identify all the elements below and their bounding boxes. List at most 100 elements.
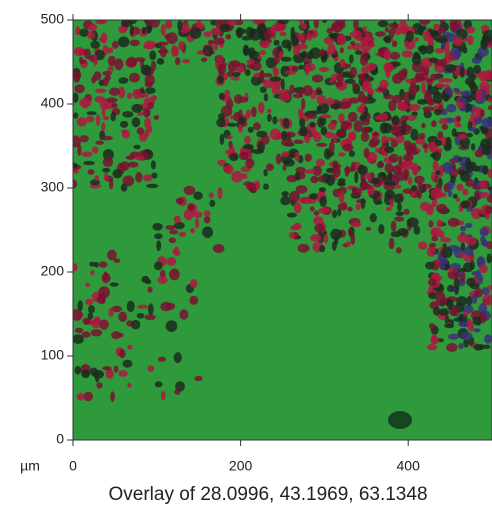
texture-blob bbox=[118, 37, 130, 48]
texture-blob bbox=[225, 150, 232, 154]
texture-blob bbox=[373, 131, 379, 137]
texture-blob bbox=[421, 82, 426, 93]
texture-blob bbox=[201, 57, 207, 62]
texture-blob bbox=[310, 206, 315, 211]
texture-blob bbox=[293, 45, 301, 55]
texture-blob bbox=[283, 118, 290, 129]
texture-blob bbox=[488, 97, 492, 102]
texture-blob bbox=[347, 122, 351, 127]
texture-blob bbox=[87, 111, 97, 115]
texture-blob bbox=[314, 18, 319, 29]
texture-blob bbox=[272, 116, 277, 124]
texture-blob bbox=[283, 164, 287, 171]
texture-blob bbox=[388, 100, 396, 111]
texture-blob bbox=[444, 324, 454, 329]
texture-blob bbox=[361, 198, 366, 209]
texture-blob bbox=[281, 191, 289, 197]
texture-blob bbox=[452, 308, 459, 317]
texture-blob bbox=[393, 28, 402, 35]
texture-blob bbox=[169, 269, 180, 281]
texture-blob bbox=[120, 161, 129, 171]
texture-blob bbox=[190, 228, 195, 233]
texture-blob bbox=[119, 349, 126, 358]
texture-blob bbox=[121, 129, 128, 133]
texture-blob bbox=[320, 49, 325, 57]
texture-blob bbox=[319, 67, 329, 72]
texture-blob bbox=[88, 24, 97, 32]
texture-blob bbox=[472, 57, 482, 64]
texture-blob bbox=[173, 46, 179, 56]
texture-blob bbox=[338, 178, 346, 183]
texture-blob bbox=[409, 85, 418, 97]
texture-blob bbox=[389, 238, 395, 250]
texture-blob bbox=[417, 99, 427, 105]
texture-blob bbox=[427, 344, 437, 351]
texture-blob bbox=[471, 143, 475, 150]
texture-blob bbox=[96, 382, 102, 389]
texture-blob bbox=[364, 74, 368, 80]
texture-blob bbox=[473, 65, 481, 74]
texture-blob bbox=[118, 312, 127, 323]
texture-blob bbox=[227, 123, 237, 127]
texture-blob bbox=[479, 71, 489, 82]
texture-blob bbox=[194, 376, 202, 381]
texture-blob bbox=[349, 97, 360, 103]
texture-blob bbox=[178, 41, 184, 51]
texture-blob bbox=[87, 169, 94, 175]
texture-blob bbox=[411, 185, 418, 191]
texture-blob bbox=[401, 115, 409, 121]
texture-blob bbox=[187, 203, 194, 211]
texture-blob bbox=[357, 165, 368, 174]
y-tick-label: 200 bbox=[41, 263, 65, 279]
texture-blob bbox=[362, 96, 369, 105]
texture-blob bbox=[479, 126, 484, 130]
texture-blob bbox=[86, 116, 94, 122]
texture-blob bbox=[483, 127, 488, 134]
x-tick-label: 0 bbox=[69, 458, 77, 474]
texture-blob bbox=[110, 112, 116, 121]
texture-blob bbox=[330, 104, 341, 110]
texture-blob bbox=[213, 38, 225, 45]
texture-blob bbox=[295, 152, 300, 161]
texture-blob bbox=[313, 132, 321, 143]
texture-blob bbox=[392, 73, 403, 84]
texture-blob bbox=[154, 262, 163, 271]
texture-blob bbox=[264, 93, 268, 101]
texture-blob bbox=[202, 226, 213, 238]
texture-blob bbox=[114, 58, 123, 70]
texture-blob bbox=[464, 255, 475, 261]
texture-blob bbox=[369, 42, 375, 47]
texture-blob bbox=[248, 127, 254, 133]
texture-blob bbox=[112, 103, 118, 108]
texture-blob bbox=[469, 127, 477, 132]
texture-blob bbox=[364, 148, 370, 158]
texture-blob bbox=[428, 279, 437, 287]
texture-blob bbox=[80, 135, 89, 142]
texture-blob bbox=[384, 181, 396, 186]
texture-blob bbox=[474, 191, 478, 198]
texture-blob bbox=[149, 51, 156, 61]
texture-blob bbox=[340, 59, 346, 68]
texture-blob bbox=[154, 115, 160, 120]
texture-blob bbox=[295, 172, 300, 180]
texture-blob bbox=[448, 267, 453, 272]
texture-blob bbox=[246, 27, 254, 37]
texture-blob bbox=[467, 319, 472, 324]
texture-blob bbox=[270, 76, 282, 81]
texture-blob bbox=[418, 46, 425, 52]
texture-blob bbox=[418, 242, 427, 250]
texture-blob bbox=[401, 68, 407, 77]
texture-blob bbox=[320, 196, 327, 207]
texture-blob bbox=[380, 172, 386, 176]
texture-blob bbox=[458, 321, 467, 327]
texture-blob bbox=[487, 254, 492, 264]
texture-blob bbox=[412, 54, 422, 65]
texture-blob bbox=[441, 247, 453, 258]
texture-blob bbox=[208, 40, 214, 45]
texture-blob bbox=[419, 133, 425, 140]
texture-blob bbox=[409, 104, 421, 111]
texture-blob bbox=[456, 116, 461, 122]
texture-blob bbox=[239, 117, 247, 124]
texture-blob bbox=[480, 110, 485, 118]
